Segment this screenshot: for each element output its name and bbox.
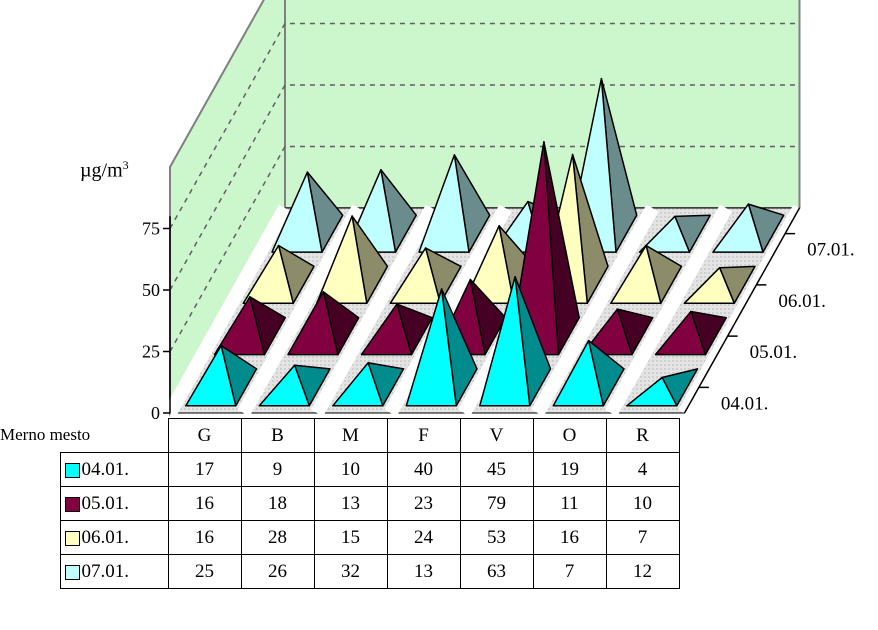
y-tick-label: 50 bbox=[142, 280, 160, 300]
table-cell: 17 bbox=[167, 452, 242, 487]
pyramid-mark bbox=[405, 288, 478, 407]
legend-swatch bbox=[64, 530, 80, 546]
table-spacer bbox=[0, 521, 60, 555]
series-axis-label: 04.01. bbox=[721, 393, 769, 414]
table-cell: 7 bbox=[532, 554, 607, 589]
table-cell: 16 bbox=[167, 520, 242, 555]
table-cell: 25 bbox=[167, 554, 242, 589]
pyramid-mark bbox=[316, 215, 389, 305]
table-cell: 7 bbox=[605, 520, 680, 555]
data-table: Merno mesto G B M F V O R 04.01. 17 9 10 40 45 19 4 05.0… bbox=[0, 418, 680, 589]
pyramid-mark bbox=[712, 203, 785, 253]
legend-label: 05.01. bbox=[81, 492, 130, 514]
table-cell: 24 bbox=[386, 520, 461, 555]
floor-stripe bbox=[163, 204, 292, 417]
table-cell: 12 bbox=[605, 554, 680, 589]
table-spacer bbox=[0, 555, 60, 589]
legend-swatch bbox=[64, 496, 80, 512]
y-tick-label: 0 bbox=[151, 403, 160, 423]
legend-label: 04.01. bbox=[81, 458, 130, 480]
floor-stripe bbox=[604, 204, 733, 417]
pyramid-mark bbox=[213, 296, 286, 356]
table-cell: 19 bbox=[532, 452, 607, 487]
series-legend-cell: 07.01. bbox=[59, 554, 169, 589]
pyramid-mark bbox=[581, 308, 654, 356]
category-label: M bbox=[313, 418, 388, 453]
table-row: 07.01. 25 26 32 13 63 7 12 bbox=[0, 554, 680, 589]
pyramid-mark bbox=[683, 265, 756, 305]
table-cell: 11 bbox=[532, 486, 607, 521]
floor-stripe bbox=[310, 204, 439, 417]
table-cell: 40 bbox=[386, 452, 461, 487]
legend-label: 07.01. bbox=[81, 560, 130, 582]
table-spacer bbox=[0, 453, 60, 487]
table-cell: 28 bbox=[240, 520, 315, 555]
pyramid-mark bbox=[258, 364, 331, 407]
depth-axis-line bbox=[683, 207, 801, 414]
pyramid-mark bbox=[332, 362, 405, 407]
table-cell: 13 bbox=[386, 554, 461, 589]
legend-label: 06.01. bbox=[81, 526, 130, 548]
pyramid-mark bbox=[654, 310, 727, 356]
table-cell: 4 bbox=[605, 452, 680, 487]
table-cell: 15 bbox=[313, 520, 388, 555]
category-label: F bbox=[386, 418, 461, 453]
pyramid-mark bbox=[287, 291, 360, 356]
category-label: G bbox=[167, 418, 242, 453]
floor-stripe bbox=[237, 204, 365, 417]
series-legend-cell: 04.01. bbox=[59, 452, 169, 487]
table-row: 05.01. 16 18 13 23 79 11 10 bbox=[0, 486, 680, 521]
pyramid-mark bbox=[418, 154, 491, 253]
table-cell: 79 bbox=[459, 486, 534, 521]
data-marks bbox=[185, 77, 785, 407]
category-label: O bbox=[532, 418, 607, 453]
table-cell: 23 bbox=[386, 486, 461, 521]
table-cell: 10 bbox=[313, 452, 388, 487]
category-label: R bbox=[605, 418, 680, 453]
pyramid-mark bbox=[271, 171, 344, 253]
table-cell: 18 bbox=[240, 486, 315, 521]
table-cell: 45 bbox=[459, 452, 534, 487]
axes: 0 25 50 75 04.01. 05.01. 06.01. 07.01. bbox=[142, 207, 855, 423]
table-spacer bbox=[0, 487, 60, 521]
pyramid-mark bbox=[626, 368, 699, 407]
category-label: B bbox=[240, 418, 315, 453]
pyramid-mark bbox=[242, 244, 315, 305]
table-row: 06.01. 16 28 15 24 53 16 7 bbox=[0, 520, 680, 555]
table-cell: 13 bbox=[313, 486, 388, 521]
series-axis-label: 07.01. bbox=[807, 240, 855, 261]
series-axis-label: 06.01. bbox=[778, 291, 826, 312]
table-cell: 10 bbox=[605, 486, 680, 521]
pyramid-mark bbox=[552, 339, 625, 407]
table-cell: 16 bbox=[532, 520, 607, 555]
pyramid-mark bbox=[479, 275, 552, 407]
pyramid-mark bbox=[638, 214, 711, 253]
legend-swatch bbox=[64, 564, 80, 580]
pyramid-mark bbox=[610, 244, 683, 305]
series-axis-label: 05.01. bbox=[750, 342, 798, 363]
pyramid-mark bbox=[389, 247, 462, 305]
table-cell: 9 bbox=[240, 452, 315, 487]
series-legend-cell: 06.01. bbox=[59, 520, 169, 555]
table-header-row: Merno mesto G B M F V O R bbox=[0, 418, 680, 453]
y-axis-unit: µg/m3 bbox=[80, 158, 129, 182]
category-header: Merno mesto bbox=[0, 425, 91, 445]
pyramid-mark bbox=[185, 344, 258, 407]
series-legend-cell: 05.01. bbox=[59, 486, 169, 521]
table-cell: 53 bbox=[459, 520, 534, 555]
y-tick-label: 75 bbox=[142, 219, 160, 239]
pyramid-mark bbox=[360, 303, 433, 356]
floor-stripe bbox=[531, 204, 659, 417]
category-label: V bbox=[459, 418, 534, 453]
table-cell: 32 bbox=[313, 554, 388, 589]
legend-swatch bbox=[64, 462, 80, 478]
table-cell: 16 bbox=[167, 486, 242, 521]
table-row: 04.01. 17 9 10 40 45 19 4 bbox=[0, 452, 680, 487]
y-tick-label: 25 bbox=[142, 342, 160, 362]
table-cell: 63 bbox=[459, 554, 534, 589]
table-cell: 26 bbox=[240, 554, 315, 589]
